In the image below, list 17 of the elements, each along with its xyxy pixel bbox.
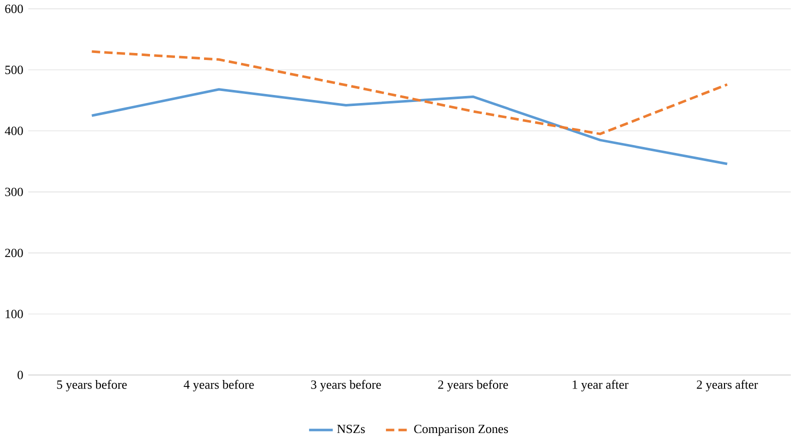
x-tick-label: 3 years before [311,380,381,392]
y-tick-label: 0 [18,370,23,380]
y-tick-label: 100 [6,310,23,318]
legend-label: NSZs [337,424,365,434]
x-tick-label: 5 years before [57,380,127,392]
line-series [90,50,728,136]
line-series [90,88,728,166]
x-tick-label: 1 year after [572,380,628,392]
x-tick-label: 2 years before [438,380,508,392]
y-tick-label: 600 [5,4,23,14]
x-tick-label: 2 years after [696,380,758,392]
legend-label: Comparison Zones [414,424,508,436]
x-tick-label: 4 years before [184,380,254,392]
y-tick-label: 200 [5,248,23,258]
y-tick-label: 500 [5,66,23,74]
y-tick-label: 400 [4,126,23,136]
y-tick-label: 300 [5,188,23,196]
